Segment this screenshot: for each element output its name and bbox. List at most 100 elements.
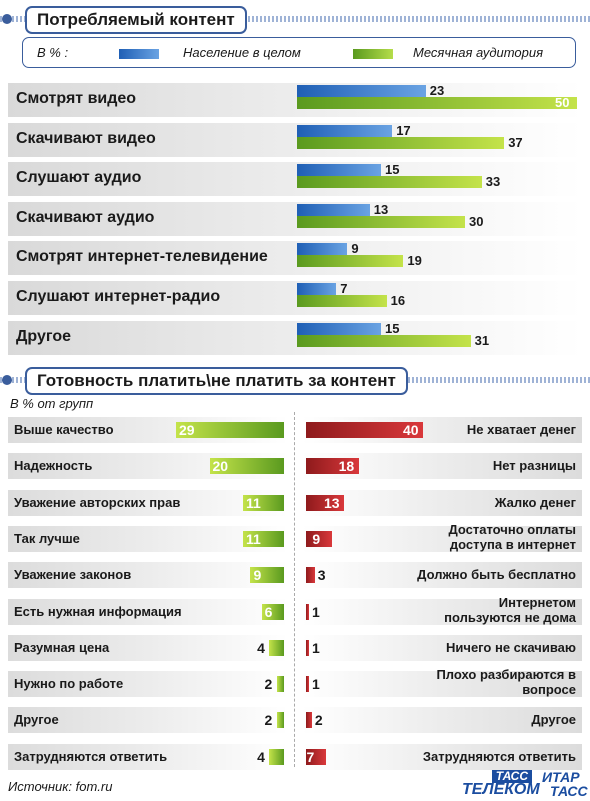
data-label: 4 (257, 748, 265, 765)
data-label: 29 (179, 422, 195, 438)
section-title-content: Потребляемый контент (25, 6, 247, 34)
pay-label: Надежность (14, 458, 93, 474)
legend-label-population: Население в целом (183, 45, 301, 60)
not-pay-row: Должно быть бесплатно (302, 562, 582, 589)
pay-label: Так лучше (14, 530, 80, 546)
bar-not-pay (306, 530, 333, 547)
not-pay-label: Затрудняются ответить (422, 748, 576, 764)
data-label: 23 (429, 83, 445, 98)
pay-row: Надежность (8, 453, 288, 480)
bar-monthly (297, 215, 465, 228)
pay-label: Разумная цена (14, 639, 110, 655)
data-label: 31 (474, 332, 490, 348)
data-label: 16 (390, 293, 406, 308)
data-label: 6 (264, 603, 273, 620)
legend-label-monthly: Месячная аудитория (413, 45, 544, 60)
bar-not-pay (306, 494, 345, 511)
data-label: 15 (385, 320, 400, 336)
pay-label: Уважение авторских прав (14, 494, 181, 510)
category-row: Смотрят видео (8, 83, 582, 117)
bar-not-pay (306, 676, 309, 693)
bar-pay (269, 748, 284, 765)
not-pay-label: Плохо разбираются в вопросе (436, 667, 576, 698)
bar-not-pay (306, 603, 309, 620)
bar-population (297, 164, 381, 177)
header-stripe (0, 16, 590, 22)
bar-pay (243, 530, 284, 547)
data-label: 13 (373, 201, 389, 217)
data-label: 20 (212, 458, 229, 475)
bar-pay (176, 422, 284, 438)
bar-pay (269, 639, 284, 656)
legend: В % : Население в целом Месячная аудитор… (22, 37, 576, 68)
bar-pay (261, 603, 284, 620)
data-label: 1 (312, 639, 320, 656)
data-label: 7 (306, 748, 315, 765)
category-label: Слушают интернет-радио (16, 288, 221, 305)
tass-logo-top: ТАСС (491, 770, 532, 783)
not-pay-row: Жалко денег (302, 489, 582, 516)
section-title-payment: Готовность платить\не платить за контент (25, 367, 408, 395)
data-label: 18 (338, 458, 355, 475)
source-note: Источник: fom.ru (8, 779, 113, 794)
center-divider (294, 412, 295, 767)
bar-population (297, 322, 381, 335)
pay-label: Другое (14, 712, 59, 728)
bar-population (297, 203, 370, 216)
data-label: 19 (407, 253, 422, 269)
data-label: 17 (396, 122, 411, 138)
pay-label: Затрудняются ответить (14, 748, 168, 764)
pay-row: Другое (8, 707, 288, 734)
category-row: Смотрят интернет-телевидение (8, 241, 582, 276)
bar-not-pay (306, 639, 309, 656)
tass-logo-bottom: ТЕЛЕКОМ (462, 781, 540, 798)
pay-row: Так лучше (8, 525, 288, 552)
data-label: 1 (312, 676, 320, 693)
data-label: 11 (246, 494, 261, 511)
data-label: 1 (312, 603, 320, 620)
not-pay-label: Нет разницы (492, 458, 576, 474)
data-label: 9 (351, 241, 359, 257)
not-pay-label: Жалко денег (494, 494, 576, 510)
bar-not-pay (306, 422, 423, 438)
category-row: Слушают аудио (8, 162, 582, 197)
data-label: 30 (469, 213, 484, 229)
bar-pay (209, 458, 284, 475)
data-label: 33 (485, 174, 501, 190)
itar-tass-logo: ИТАР ТАСС (536, 769, 588, 799)
bar-monthly (297, 295, 387, 307)
data-label: 2 (264, 676, 273, 693)
legend-unit: В % : (37, 45, 69, 60)
bar-not-pay (306, 748, 327, 765)
pay-label: Уважение законов (14, 567, 132, 583)
data-label: 9 (312, 530, 321, 547)
bar-population (297, 243, 348, 256)
not-pay-row: Плохо разбираются в вопросе (302, 667, 582, 698)
tass-telecom-logo: ТАСС ТЕЛЕКОМ (462, 770, 540, 798)
bar-monthly (297, 97, 577, 109)
not-pay-label: Ничего не скачиваю (446, 639, 576, 655)
data-label: 7 (340, 281, 348, 296)
category-label: Смотрят видео (16, 90, 137, 107)
not-pay-label: Интернетом пользуются не дома (444, 594, 576, 625)
pay-label: Есть нужная информация (14, 603, 182, 619)
pay-row: Разумная цена (8, 634, 288, 661)
section-header-content: Потребляемый контент (0, 4, 590, 34)
category-label: Скачивают видео (16, 129, 156, 147)
pay-row: Уважение законов (8, 562, 288, 589)
not-pay-row: Интернетом пользуются не дома (302, 595, 582, 625)
category-row: Скачивают аудио (8, 201, 582, 236)
category-row: Другое (8, 320, 582, 355)
category-row: Скачивают видео (8, 122, 582, 157)
data-label: 50 (555, 95, 570, 110)
data-label: 40 (403, 422, 419, 438)
data-label: 2 (264, 712, 273, 729)
data-label: 37 (508, 134, 523, 150)
bar-population (297, 283, 337, 295)
section-header-payment: Готовность платить\не платить за контент (0, 365, 590, 395)
not-pay-row: Другое (302, 707, 582, 734)
itar-logo-bottom: ТАСС (550, 783, 588, 799)
pay-row: Нужно по работе (8, 671, 288, 698)
not-pay-row: Достаточно оплаты доступа в интернет (302, 522, 582, 552)
not-pay-label: Другое (531, 712, 576, 728)
